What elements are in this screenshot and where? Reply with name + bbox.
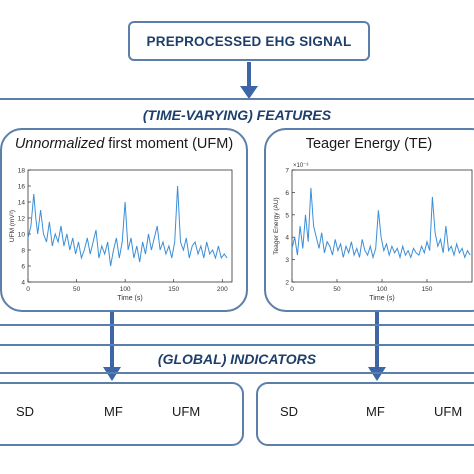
indicator-group-te: SD MF UFM (256, 382, 474, 446)
arrow-ufm-to-indicators (103, 312, 121, 381)
y-tick-label: 2 (285, 280, 289, 287)
indicator-ufm: UFM (434, 404, 463, 419)
arrow-te-to-indicators (368, 312, 386, 381)
y-tick-label: 6 (21, 264, 25, 271)
series-line (291, 187, 471, 260)
y-tick-label: 4 (21, 280, 25, 287)
x-axis-label: Time (s) (117, 295, 142, 302)
y-tick-label: 6 (285, 190, 289, 197)
x-tick-label: 0 (290, 286, 294, 293)
y-axis-label: Teager Energy (AU) (273, 197, 280, 254)
features-band (0, 98, 474, 326)
te-panel-title: Teager Energy (TE) (305, 136, 433, 152)
y-tick-label: 5 (285, 212, 289, 219)
x-axis-label: Time (s) (369, 295, 394, 302)
indicator-group-ufm: SD MF UFM (0, 382, 244, 446)
y-axis-label: UFM (mV²) (9, 210, 16, 242)
preprocessed-signal-title: PREPROCESSED EHG SIGNAL (146, 33, 352, 49)
arrow-header-to-features (240, 62, 258, 99)
te-chart: 2 3 4 5 6 7 0 50 100 150 Time (s) Teager Energy (AU… (273, 163, 473, 302)
x-tick-label: 200 (217, 286, 228, 293)
indicator-sd: SD (16, 404, 35, 419)
indicator-mf: MF (104, 404, 123, 419)
features-band-label: (TIME-VARYING) FEATURES (142, 107, 332, 123)
y-tick-label: 14 (18, 200, 26, 207)
x-tick-label: 150 (422, 286, 433, 293)
ufm-chart: 4 6 8 10 12 14 16 18 0 50 100 150 200 Time (s) UFM (mV… (9, 168, 233, 302)
x-tick-label: 50 (333, 286, 341, 293)
preprocessed-signal-box: PREPROCESSED EHG SIGNAL (128, 21, 370, 61)
series-line (27, 185, 228, 267)
ufm-title-rest: first moment (UFM) (104, 136, 234, 152)
x-tick-label: 100 (120, 286, 131, 293)
ufm-title-italic: Unnormalized (14, 136, 105, 152)
y-tick-label: 18 (18, 168, 26, 175)
y-tick-label: 7 (285, 168, 289, 175)
indicators-band-label: (GLOBAL) INDICATORS (157, 351, 317, 367)
y-tick-label: 12 (18, 216, 26, 223)
x-tick-label: 50 (73, 286, 81, 293)
ufm-panel-title: Unnormalized first moment (UFM) (0, 136, 248, 152)
y-tick-label: 3 (285, 257, 289, 264)
y-tick-label: 8 (21, 248, 25, 255)
indicators-band (0, 344, 474, 374)
plot-frame (291, 169, 473, 283)
y-exponent-label: ×10⁻³ (293, 163, 308, 169)
indicator-sd: SD (280, 404, 299, 419)
indicator-mf: MF (366, 404, 385, 419)
x-tick-label: 100 (377, 286, 388, 293)
plot-frame (27, 169, 233, 283)
x-tick-label: 150 (168, 286, 179, 293)
y-tick-label: 4 (285, 235, 289, 242)
y-tick-label: 16 (18, 184, 26, 191)
x-tick-label: 0 (26, 286, 30, 293)
y-tick-label: 10 (18, 232, 26, 239)
indicator-ufm: UFM (172, 404, 201, 419)
